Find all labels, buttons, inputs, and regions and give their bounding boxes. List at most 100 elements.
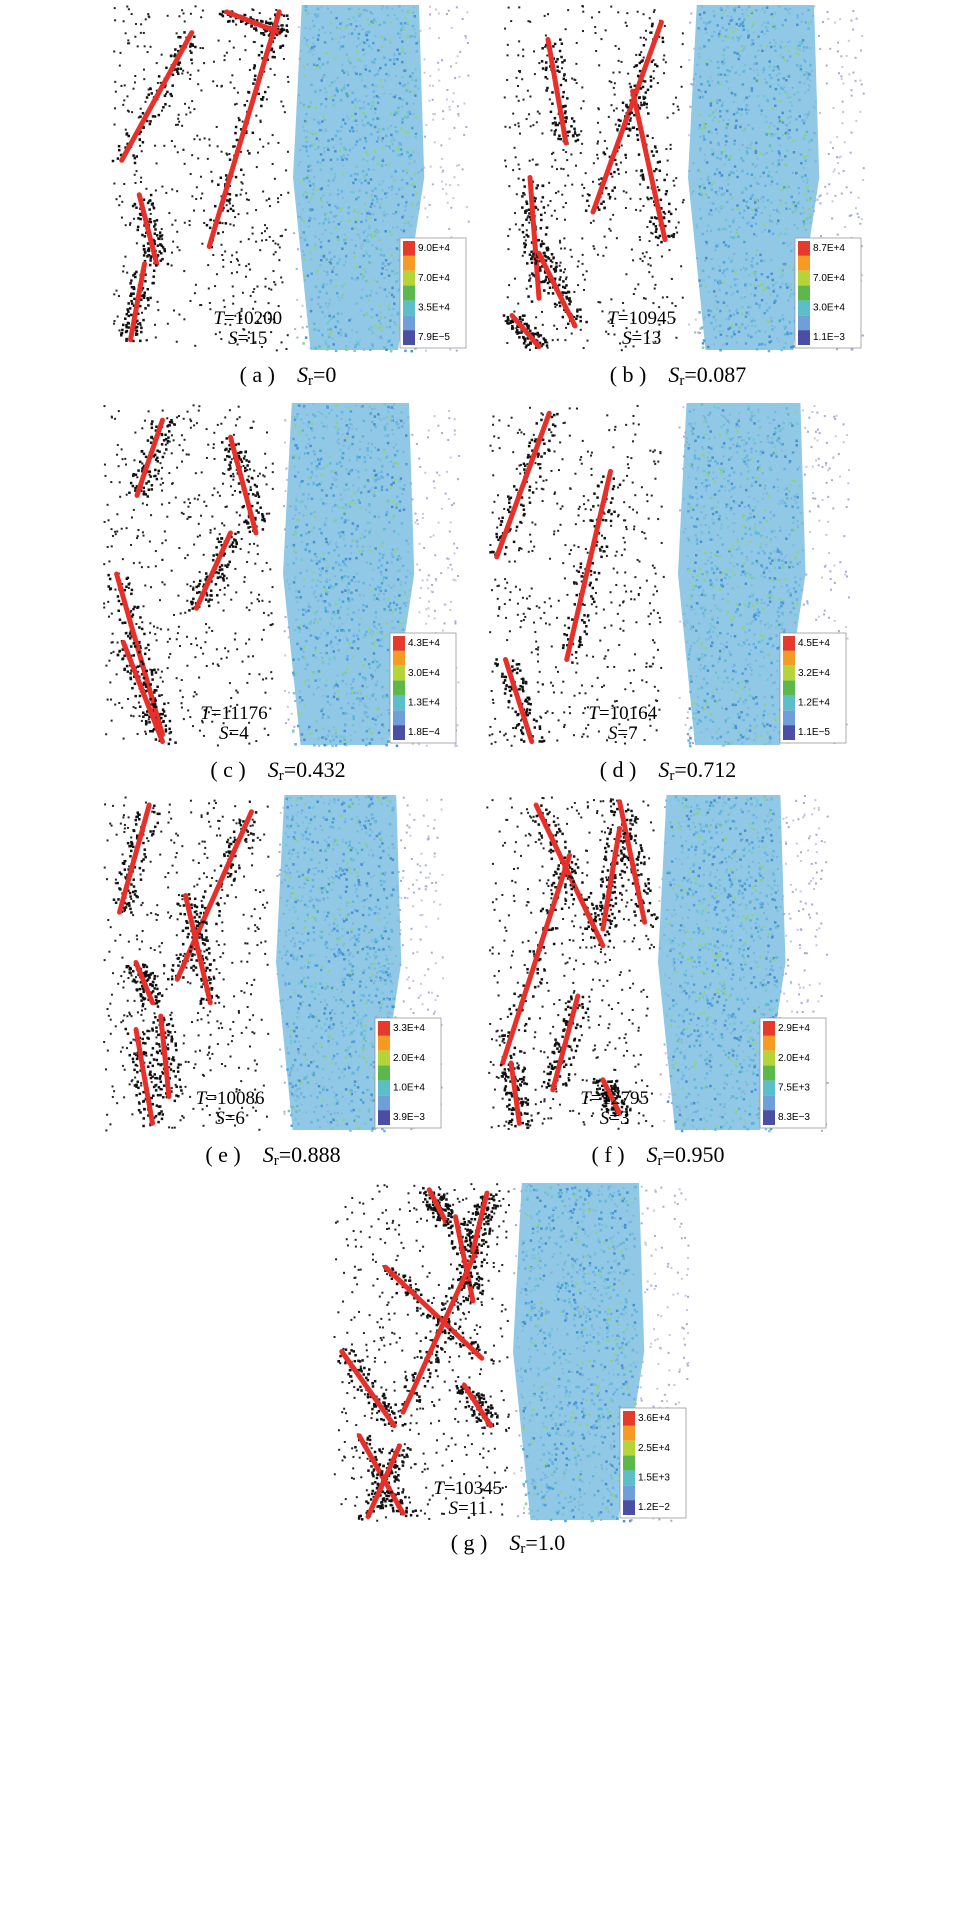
particle	[269, 17, 272, 20]
force-dot	[382, 254, 386, 257]
particle	[681, 43, 684, 46]
crack-particle	[654, 230, 658, 233]
crack-particle	[533, 199, 537, 203]
crack-particle	[646, 186, 650, 189]
crack-line	[224, 9, 282, 36]
particle	[258, 593, 261, 596]
crack-particle	[531, 272, 534, 275]
force-dot	[329, 158, 333, 162]
particle	[581, 5, 584, 8]
particle	[157, 309, 160, 312]
force-dot	[783, 162, 787, 166]
crack-particle	[142, 125, 145, 129]
force-dot	[316, 14, 319, 18]
particle	[265, 431, 268, 434]
particle	[215, 125, 218, 128]
force-dot	[808, 198, 811, 202]
particle	[230, 458, 233, 461]
field-dot	[842, 170, 845, 173]
crack-particle	[261, 20, 264, 23]
particle	[264, 466, 267, 469]
particle	[178, 120, 181, 123]
crack-particle	[527, 343, 530, 347]
particle	[574, 130, 577, 133]
force-dot	[743, 63, 747, 67]
force-dot	[725, 28, 728, 32]
force-dot	[327, 239, 331, 243]
field-dot	[461, 168, 464, 171]
field-dot	[847, 39, 850, 42]
force-dot	[764, 184, 767, 188]
force-dot	[704, 285, 708, 289]
force-dot	[785, 286, 789, 289]
force-dot	[318, 122, 321, 125]
crack-particle	[563, 111, 567, 115]
crack-particle	[515, 330, 518, 334]
particle	[105, 733, 108, 736]
crack-particle	[170, 94, 173, 98]
crack-particle	[642, 178, 645, 181]
force-dot	[806, 154, 809, 158]
force-dot	[362, 348, 366, 351]
field-dot	[442, 110, 445, 113]
particle	[140, 150, 143, 153]
force-dot	[728, 316, 731, 319]
particle	[104, 474, 107, 477]
particle	[196, 498, 199, 501]
force-dot	[731, 30, 735, 34]
force-dot	[737, 107, 741, 111]
crack-particle	[142, 464, 146, 468]
particle	[625, 327, 628, 330]
particle	[628, 82, 631, 85]
force-dot	[364, 68, 368, 71]
crack-particle	[141, 112, 145, 115]
force-dot	[754, 55, 757, 58]
force-dot	[396, 312, 400, 315]
particle	[273, 281, 276, 284]
crack-particle	[522, 342, 526, 345]
crack-particle	[228, 198, 232, 201]
particle	[182, 69, 185, 72]
crack-particle	[630, 111, 634, 115]
force-dot	[348, 129, 352, 133]
particle	[597, 108, 600, 111]
text-part: S	[297, 362, 308, 387]
crack-particle	[243, 13, 246, 17]
force-dot	[364, 136, 367, 140]
force-dot	[753, 270, 757, 274]
force-dot	[364, 140, 368, 143]
particle	[550, 129, 553, 132]
force-dot	[309, 208, 312, 211]
particle	[136, 535, 139, 538]
force-dot	[722, 48, 726, 52]
force-dot	[336, 262, 339, 265]
crack-particle	[516, 325, 519, 328]
particle	[207, 711, 210, 714]
particle	[106, 545, 109, 548]
crack-particle	[563, 73, 566, 76]
force-dot	[765, 120, 768, 124]
particle	[279, 235, 282, 238]
particle	[126, 271, 129, 274]
crack-particle	[565, 295, 568, 299]
crack-particle	[268, 22, 271, 26]
force-dot	[354, 105, 357, 109]
force-dot	[397, 106, 400, 110]
crack-particle	[647, 197, 650, 201]
force-dot	[411, 78, 414, 81]
force-dot	[410, 34, 413, 38]
force-dot	[785, 207, 788, 210]
crack-particle	[565, 291, 568, 295]
particle	[227, 584, 230, 587]
particle	[235, 251, 238, 254]
force-dot	[765, 6, 769, 9]
particle	[561, 294, 564, 297]
force-dot	[397, 203, 400, 207]
particle	[580, 130, 583, 133]
crack-particle	[658, 160, 662, 164]
crack-particle	[147, 304, 150, 307]
crack-particle	[522, 178, 525, 182]
particle	[273, 321, 276, 324]
crack-particle	[603, 206, 606, 210]
force-dot	[710, 148, 714, 151]
